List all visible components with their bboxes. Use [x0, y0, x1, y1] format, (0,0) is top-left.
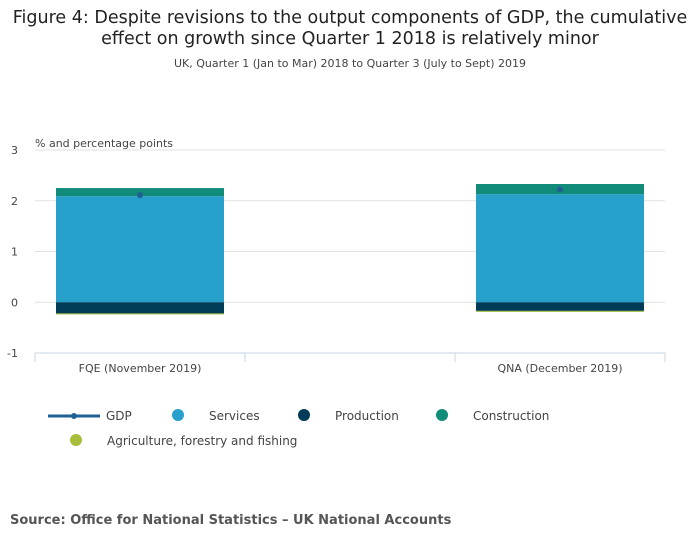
- y-tick-label: 1: [11, 246, 18, 259]
- legend-label: GDP: [106, 409, 132, 423]
- chart-subtitle: UK, Quarter 1 (Jan to Mar) 2018 to Quart…: [173, 57, 527, 70]
- legend-label: Construction: [473, 409, 549, 423]
- legend-label: Services: [209, 409, 260, 423]
- x-tick-label: QNA (December 2019): [497, 362, 622, 375]
- legend-label: Agriculture, forestry and fishing: [107, 434, 297, 448]
- gdp-point: [137, 192, 143, 199]
- chart-title: Figure 4: Despite revisions to the outpu…: [12, 8, 688, 49]
- legend-marker: [70, 434, 82, 446]
- bar-production: [56, 302, 224, 314]
- y-tick-label: 3: [11, 144, 18, 157]
- legend-label: Production: [335, 409, 399, 423]
- legend-gdp-marker: [71, 413, 77, 419]
- y-axis-label: % and percentage points: [35, 137, 173, 150]
- bar-agriculture: [476, 310, 644, 312]
- legend-marker: [172, 409, 184, 421]
- y-tick-label: -1: [7, 347, 18, 360]
- x-tick-label: FQE (November 2019): [79, 362, 202, 375]
- y-tick-label: 0: [11, 296, 18, 309]
- legend-marker: [436, 409, 448, 421]
- bar-agriculture: [56, 313, 224, 315]
- bar-construction: [56, 188, 224, 197]
- bar-services: [476, 194, 644, 303]
- y-tick-label: 2: [11, 195, 18, 208]
- source-note: Source: Office for National Statistics –…: [10, 513, 452, 528]
- gdp-point: [557, 186, 563, 193]
- bar-production: [476, 302, 644, 311]
- bar-services: [56, 196, 224, 303]
- legend-marker: [298, 409, 310, 421]
